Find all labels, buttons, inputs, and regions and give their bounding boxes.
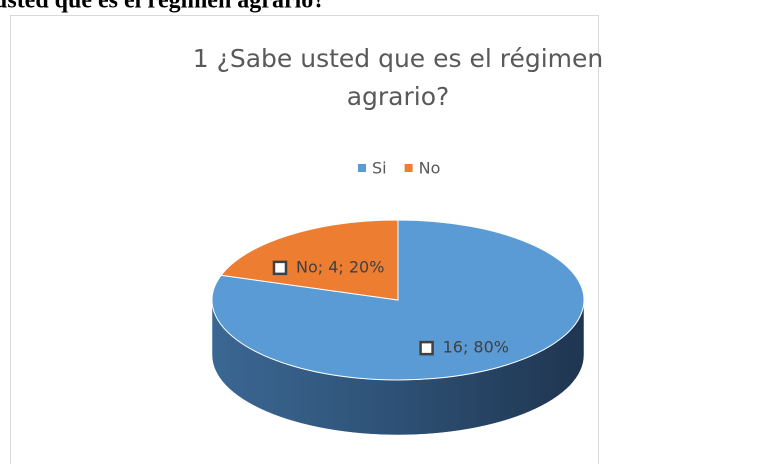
label-marker <box>419 340 434 356</box>
legend: Si No <box>358 159 440 178</box>
legend-label: Si <box>372 159 387 178</box>
pie-slice <box>220 219 399 301</box>
data-label: No; 4; 20% <box>296 257 384 276</box>
legend-swatch <box>404 164 413 172</box>
legend-label: No <box>419 159 441 178</box>
chart-title: 1 ¿Sabe usted que es el régimen agrario? <box>193 44 604 111</box>
label-marker <box>272 260 288 276</box>
data-label: 16; 80% <box>443 338 509 357</box>
legend-swatch <box>358 164 366 172</box>
page-heading: usted que es el régimen agrario? <box>0 0 325 14</box>
